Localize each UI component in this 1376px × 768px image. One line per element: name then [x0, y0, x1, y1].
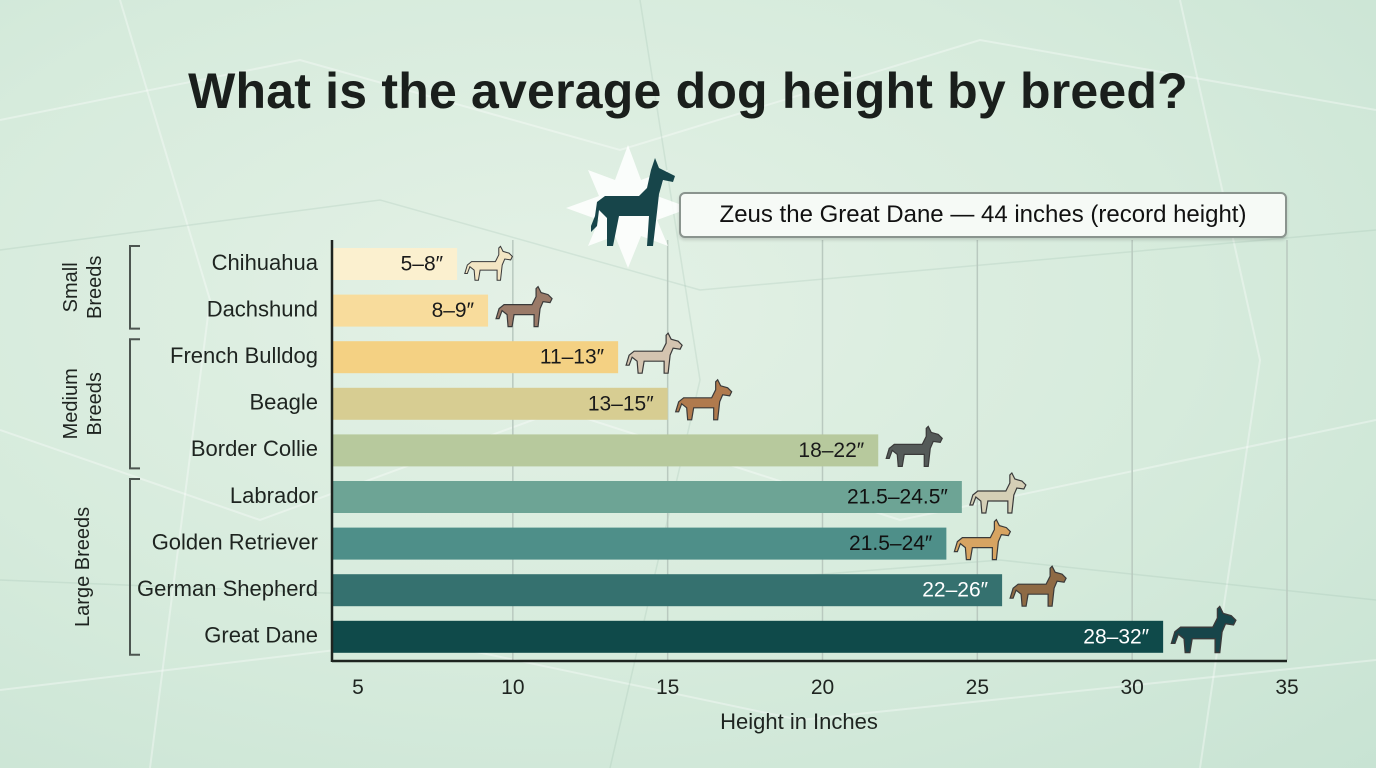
group-label: Large Breeds	[72, 507, 94, 627]
border-collie-icon-shape	[885, 425, 943, 467]
golden-retriever-icon	[953, 518, 1012, 561]
category-label: Chihuahua	[212, 250, 319, 275]
record-callout-box: Zeus the Great Dane — 44 inches (record …	[679, 192, 1287, 238]
great-dane-silhouette-icon	[591, 158, 675, 246]
german-shepherd-icon-shape	[1009, 565, 1067, 607]
bar-value-label: 21.5–24.5″	[847, 486, 948, 509]
bar-value-label: 18–22″	[798, 439, 864, 462]
bar-value-label: 21.5–24″	[849, 532, 933, 555]
french-bulldog-icon	[625, 332, 683, 374]
beagle-icon-shape	[674, 378, 733, 421]
bar	[332, 387, 668, 420]
french-bulldog-icon-shape	[625, 332, 683, 374]
bar	[332, 434, 879, 467]
group-label: Breeds	[84, 256, 106, 319]
bar	[332, 248, 458, 280]
beagle-icon	[674, 378, 733, 421]
labrador-icon-shape	[969, 471, 1027, 514]
x-tick-label: 20	[811, 676, 834, 699]
bar-value-label: 8–9″	[432, 299, 475, 322]
group-bracket	[129, 338, 140, 470]
category-label: Beagle	[249, 390, 318, 415]
category-label: Dachshund	[207, 296, 318, 321]
bar	[332, 620, 1164, 653]
chihuahua-icon	[464, 245, 514, 281]
bar	[332, 341, 619, 374]
category-label: Great Dane	[204, 623, 318, 648]
bar-value-label: 13–15″	[588, 392, 654, 415]
category-label: Labrador	[230, 483, 318, 508]
dachshund-icon-shape	[495, 285, 553, 328]
x-tick-label: 30	[1120, 676, 1143, 699]
bar-value-label: 22–26″	[922, 579, 988, 602]
category-label: German Shepherd	[137, 576, 318, 601]
bar-value-label: 5–8″	[401, 253, 444, 276]
labrador-icon	[969, 471, 1027, 514]
bar	[332, 527, 947, 560]
group-label: Breeds	[84, 372, 106, 435]
golden-retriever-icon-shape	[953, 518, 1012, 561]
x-tick-label: 10	[501, 676, 524, 699]
category-label: Golden Retriever	[152, 529, 318, 554]
border-collie-icon	[885, 425, 943, 467]
page-title: What is the average dog height by breed?	[188, 63, 1188, 119]
great-dane-icon	[1170, 605, 1237, 654]
x-tick-label: 15	[656, 676, 679, 699]
group-label: Small	[60, 262, 82, 312]
bar-value-label: 11–13″	[540, 346, 605, 369]
x-tick-label: 35	[1275, 676, 1298, 699]
x-tick-label: 5	[352, 676, 364, 699]
bar	[332, 481, 962, 513]
x-axis-title: Height in Inches	[720, 709, 878, 734]
group-bracket	[129, 478, 140, 656]
bar	[332, 574, 1003, 607]
category-label: French Bulldog	[170, 343, 318, 368]
group-label: Medium	[60, 368, 82, 439]
dachshund-icon	[495, 285, 553, 328]
group-bracket	[129, 245, 140, 330]
bar-value-label: 28–32″	[1083, 625, 1149, 648]
category-label: Border Collie	[191, 436, 318, 461]
chihuahua-icon-shape	[464, 245, 514, 281]
great-dane-icon-shape	[1170, 605, 1237, 654]
bar	[332, 294, 489, 327]
german-shepherd-icon	[1009, 565, 1067, 607]
x-tick-label: 25	[966, 676, 989, 699]
